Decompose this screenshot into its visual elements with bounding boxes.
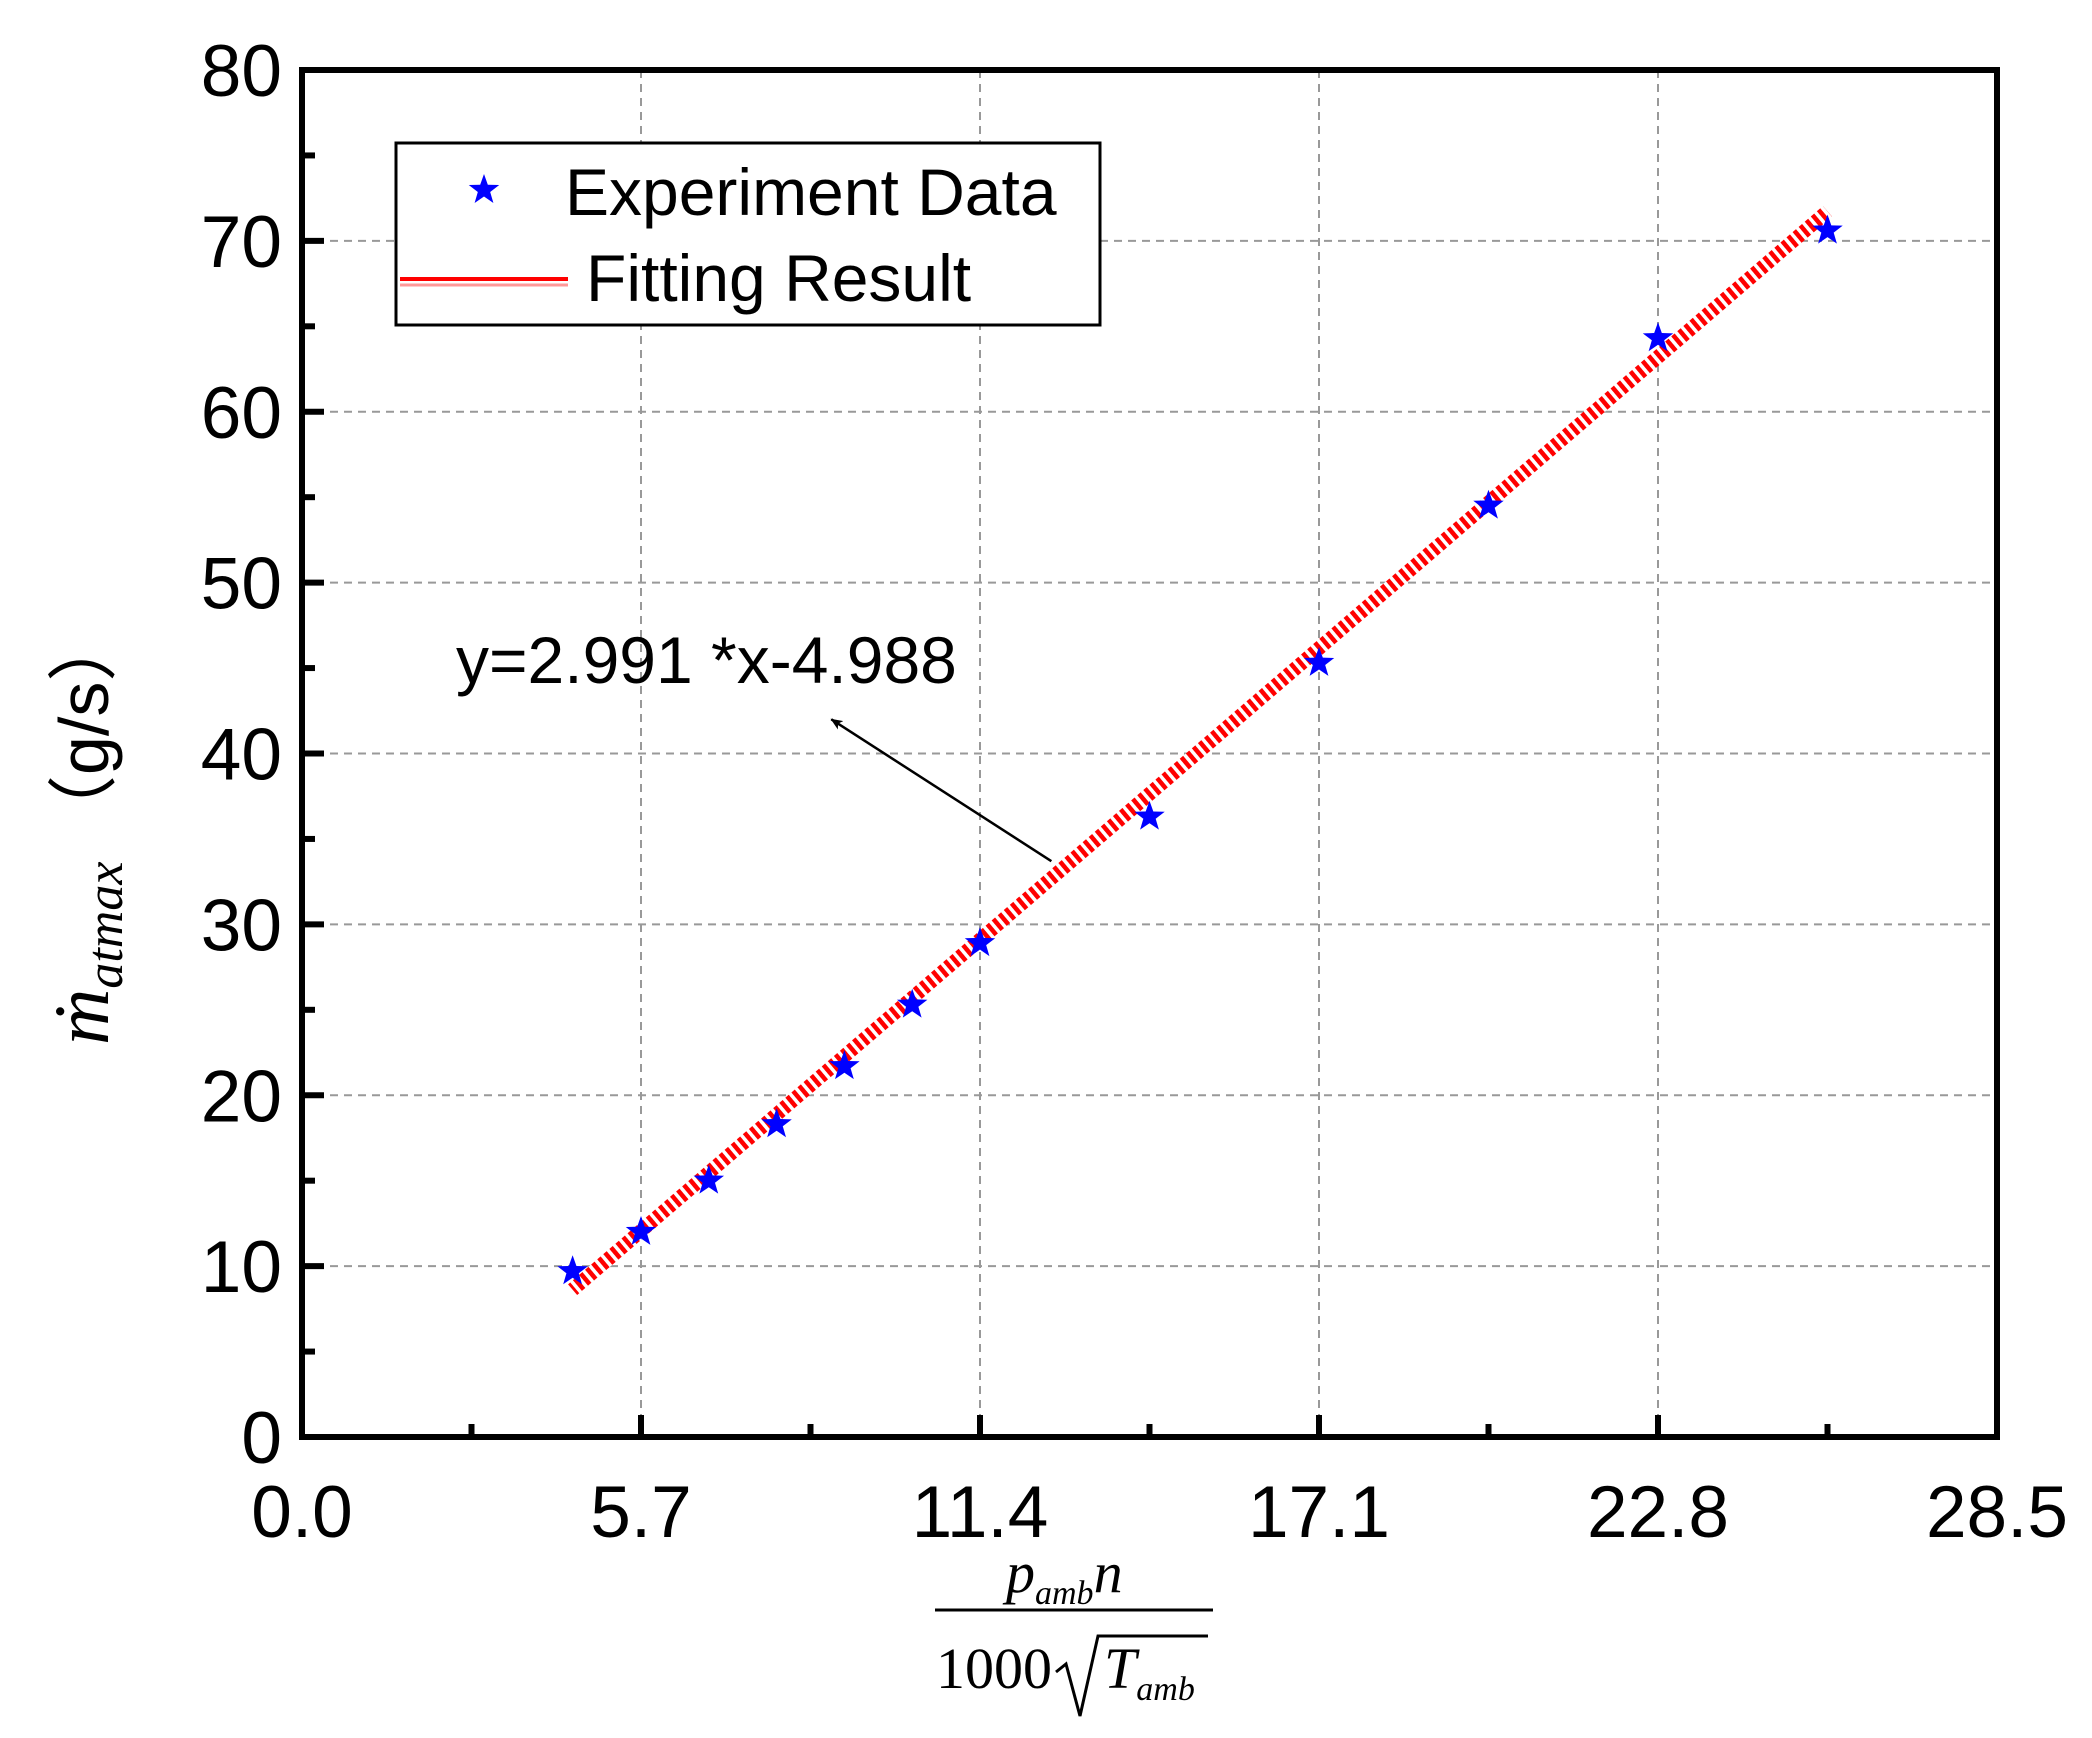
axis-ticks	[299, 67, 2000, 1440]
fitting-result-line	[568, 205, 1833, 1295]
x-label-num-n: n	[1094, 1540, 1123, 1605]
legend-star-icon	[468, 174, 500, 203]
y-tick-label: 50	[201, 544, 282, 625]
data-point-star	[761, 1108, 792, 1138]
x-tick-label: 5.7	[590, 1472, 691, 1553]
data-point-star	[625, 1215, 657, 1245]
data-point-star	[1473, 489, 1504, 519]
y-axis-label: ṁatmax （g/s）	[38, 612, 134, 1045]
x-label-den-T: T	[1104, 1636, 1140, 1701]
x-tick-label: 22.8	[1587, 1472, 1729, 1553]
y-tick-label: 80	[201, 31, 282, 112]
legend-label-fitting-result: Fitting Result	[586, 241, 971, 315]
y-axis-label-subscript: atmax	[77, 862, 134, 989]
legend: Experiment Data Fitting Result	[394, 141, 1102, 327]
grid-lines	[302, 70, 1997, 1437]
x-label-sqrt-sign	[1055, 1634, 1208, 1717]
svg-text:pambn: pambn	[1002, 1540, 1123, 1612]
data-point-star	[964, 927, 996, 957]
y-axis-label-m: ṁ	[38, 989, 125, 1045]
data-point-star	[1812, 214, 1843, 244]
experiment-data-points	[557, 214, 1843, 1285]
svg-text:ṁatmax: ṁatmax	[38, 862, 134, 1045]
y-axis-label-unit: （g/s）	[45, 612, 123, 845]
x-label-num-p-sub: amb	[1035, 1575, 1094, 1612]
x-tick-label: 17.1	[1248, 1472, 1390, 1553]
legend-label-experiment-data: Experiment Data	[565, 155, 1057, 229]
y-tick-label: 40	[201, 715, 282, 796]
data-point-star	[693, 1164, 725, 1194]
y-tick-label: 10	[201, 1227, 282, 1308]
data-point-star	[557, 1255, 588, 1285]
fit-equation-annotation: y=2.991 *x-4.988	[456, 623, 1053, 863]
x-tick-label: 28.5	[1926, 1472, 2068, 1553]
legend-box	[394, 141, 1102, 327]
annotation-arrow	[830, 718, 1053, 863]
y-tick-label: 70	[201, 202, 282, 283]
data-point-star	[1134, 800, 1165, 830]
fit-equation-text: y=2.991 *x-4.988	[456, 623, 957, 697]
x-label-den-T-sub: amb	[1136, 1671, 1195, 1708]
svg-text:Tamb: Tamb	[1104, 1636, 1195, 1708]
x-label-den-number: 1000	[936, 1636, 1052, 1701]
y-tick-label: 0	[241, 1398, 282, 1479]
y-tick-label: 20	[201, 1056, 282, 1137]
fitting-result-line-group	[568, 205, 1833, 1295]
y-tick-label: 30	[201, 885, 282, 966]
x-axis-label: pambn 1000 Tamb	[935, 1540, 1213, 1717]
axis-tick-labels: 0.0 5.7 11.4 17.1 22.8 28.5 0 10 20 30 40 50 60 70 80	[201, 31, 2068, 1553]
data-point-star	[829, 1050, 860, 1080]
data-point-star	[1642, 322, 1674, 352]
x-tick-label: 0.0	[251, 1472, 352, 1553]
y-tick-label: 60	[201, 373, 282, 454]
data-point-star	[1303, 646, 1335, 676]
x-label-num-p: p	[1002, 1540, 1035, 1605]
x-tick-label: 11.4	[912, 1472, 1049, 1553]
data-point-star	[896, 988, 928, 1018]
